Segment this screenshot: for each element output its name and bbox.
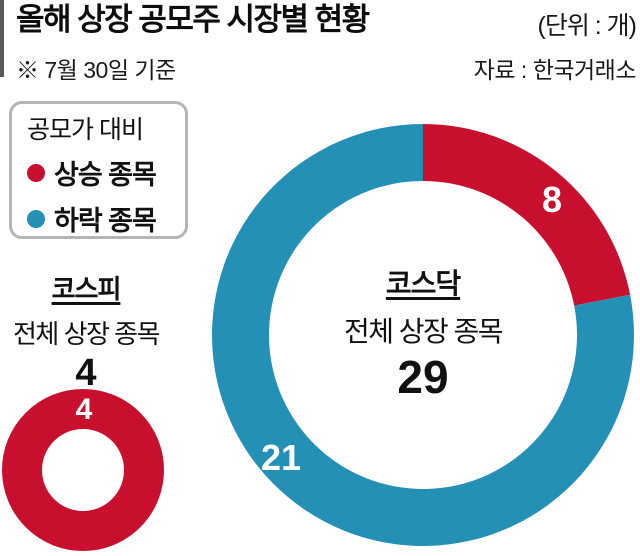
legend-item-up: 상승 종목: [27, 153, 185, 192]
donut-segment: [2, 389, 164, 551]
kospi-donut-chart: [2, 389, 164, 551]
kospi-subtitle: 전체 상장 종목: [13, 319, 160, 349]
down-dot-icon: [27, 209, 45, 228]
legend-title: 공모가 대비: [27, 116, 144, 144]
as-of-note: ※ 7월 30일 기준: [16, 57, 176, 83]
title-accent-bar: [0, 0, 4, 77]
header: 올해 상장 공모주 시장별 현황 (단위 : 개): [16, 0, 637, 42]
kosdaq-donut-chart: [211, 124, 634, 546]
kospi-market-name: 코스피: [51, 274, 122, 304]
source-note: 자료 : 한국거래소: [473, 57, 637, 83]
page-title: 올해 상장 공모주 시장별 현황: [16, 2, 370, 37]
kosdaq-total: 29: [397, 351, 449, 403]
legend-item-down: 하락 종목: [27, 199, 185, 238]
legend-label-down: 하락 종목: [54, 206, 157, 236]
unit-note: (단위 : 개): [537, 12, 637, 40]
kospi-total: 4: [75, 352, 97, 394]
kosdaq-up-segment-label: 8: [541, 179, 563, 220]
kospi-header-block: 코스피 전체 상장 종목 4: [0, 269, 172, 394]
donut-segment: [423, 124, 631, 306]
meta-row: ※ 7월 30일 기준 자료 : 한국거래소: [16, 51, 637, 85]
legend-label-up: 상승 종목: [54, 160, 157, 190]
kosdaq-market-name: 코스닥: [385, 268, 461, 299]
up-dot-icon: [27, 163, 45, 182]
kosdaq-down-segment-label: 21: [260, 437, 302, 478]
kospi-up-segment-label: 4: [75, 393, 93, 426]
kosdaq-subtitle: 전체 상장 종목: [343, 316, 504, 347]
legend: 공모가 대비 상승 종목 하락 종목: [9, 101, 188, 239]
kosdaq-center-block: 코스닥 전체 상장 종목 29: [323, 262, 523, 401]
